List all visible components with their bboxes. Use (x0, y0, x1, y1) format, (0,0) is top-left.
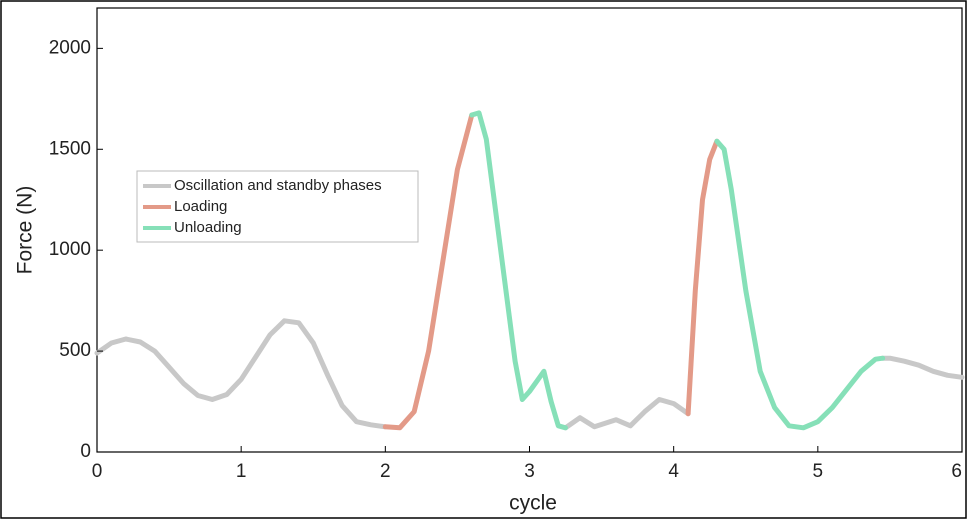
x-tick-label: 2 (380, 461, 391, 482)
y-tick-label: 500 (59, 340, 91, 361)
series-line (382, 112, 720, 431)
legend-box (136, 170, 419, 243)
x-axis-label: cycle (509, 492, 557, 515)
x-tick-label: 1 (236, 461, 247, 482)
x-tick-label: 3 (524, 461, 535, 482)
legend-label: Unloading (174, 219, 242, 236)
x-tick-label: 5 (813, 461, 824, 482)
y-tick-label: 0 (80, 441, 91, 462)
y-tick-label: 1500 (49, 138, 91, 159)
y-axis-label: Force (N) (14, 186, 37, 275)
series-line (469, 110, 886, 431)
x-tick-label: 4 (668, 461, 679, 482)
legend: Oscillation and standby phases Loading Unl… (136, 170, 419, 243)
series-line (94, 318, 965, 431)
y-tick-label: 2000 (49, 37, 91, 58)
x-tick-label: 0 (92, 461, 103, 482)
lines (94, 110, 965, 431)
legend-label: Loading (174, 198, 227, 215)
legend-label: Oscillation and standby phases (174, 177, 382, 194)
x-tick-label: 6 (951, 461, 962, 482)
y-tick-label: 1000 (49, 239, 91, 260)
